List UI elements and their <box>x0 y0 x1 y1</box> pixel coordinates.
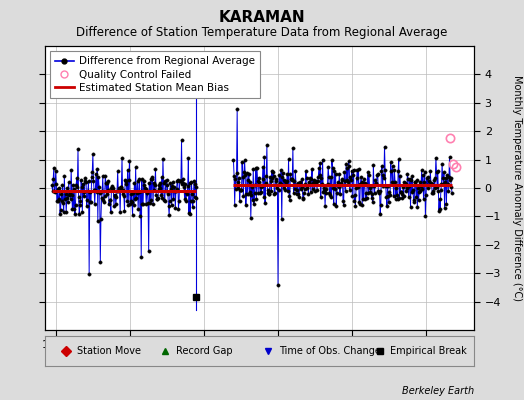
Legend: Difference from Regional Average, Quality Control Failed, Estimated Station Mean: Difference from Regional Average, Qualit… <box>50 51 260 98</box>
Y-axis label: Monthly Temperature Anomaly Difference (°C): Monthly Temperature Anomaly Difference (… <box>512 75 522 301</box>
Text: Station Move: Station Move <box>77 346 141 356</box>
Text: Empirical Break: Empirical Break <box>390 346 467 356</box>
Text: Time of Obs. Change: Time of Obs. Change <box>279 346 380 356</box>
Text: KARAMAN: KARAMAN <box>219 10 305 25</box>
Text: Berkeley Earth: Berkeley Earth <box>402 386 474 396</box>
Text: Difference of Station Temperature Data from Regional Average: Difference of Station Temperature Data f… <box>77 26 447 39</box>
Text: Record Gap: Record Gap <box>176 346 232 356</box>
